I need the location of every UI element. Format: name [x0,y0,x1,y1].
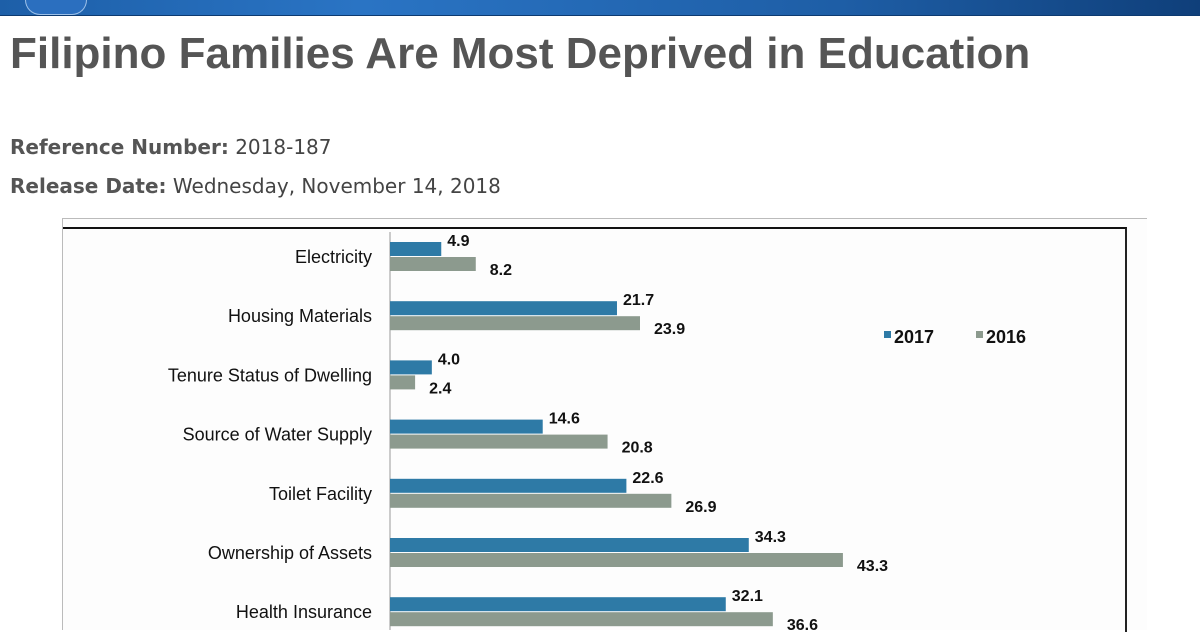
data-label: 4.0 [438,351,460,368]
legend-label-2017: 2017 [894,327,934,347]
data-label: 36.6 [787,617,818,630]
bar-2017 [390,538,749,552]
data-label: 14.6 [549,411,580,428]
site-header-bar [0,0,1200,16]
chart-inner-border [63,227,1127,632]
bar-2017 [390,419,543,434]
bar-2016 [390,257,476,271]
release-date-value: Wednesday, November 14, 2018 [172,174,501,198]
category-label: Toilet Facility [269,484,372,504]
bar-2017 [390,242,442,256]
category-label: Tenure Status of Dwelling [168,365,372,385]
category-label: Housing Materials [228,306,372,326]
data-label: 20.8 [622,440,653,457]
legend-swatch-2017 [884,331,891,338]
bar-2016 [390,434,608,449]
bar-2016 [390,375,416,390]
data-label: 22.6 [632,470,663,487]
data-label: 32.1 [732,588,763,605]
bar-2017 [390,597,726,612]
bar-2017 [390,360,432,375]
page-title: Filipino Families Are Most Deprived in E… [10,29,1031,78]
data-label: 2.4 [429,380,451,397]
category-label: Ownership of Assets [208,543,372,563]
reference-label: Reference Number: [10,135,229,159]
data-label: 21.7 [623,292,654,309]
data-label: 4.9 [447,233,469,250]
reference-number: Reference Number: 2018-187 [10,135,332,159]
release-date: Release Date: Wednesday, November 14, 20… [10,174,501,198]
bar-2016 [390,493,672,508]
data-label: 23.9 [654,321,685,338]
bar-2017 [390,478,627,493]
bar-2016 [390,316,640,331]
data-label: 26.9 [685,499,716,516]
bar-2016 [390,612,773,627]
data-label: 8.2 [490,262,512,279]
data-label: 34.3 [755,529,786,546]
bar-2016 [390,553,843,567]
legend-swatch-2016 [976,331,983,338]
category-label: Electricity [295,247,372,267]
reference-value: 2018-187 [235,135,332,159]
legend-label-2016: 2016 [986,327,1026,347]
category-label: Source of Water Supply [183,425,372,445]
category-label: Health Insurance [236,602,372,622]
bar-2017 [390,301,617,316]
release-date-label: Release Date: [10,174,167,198]
data-label: 43.3 [857,558,888,575]
